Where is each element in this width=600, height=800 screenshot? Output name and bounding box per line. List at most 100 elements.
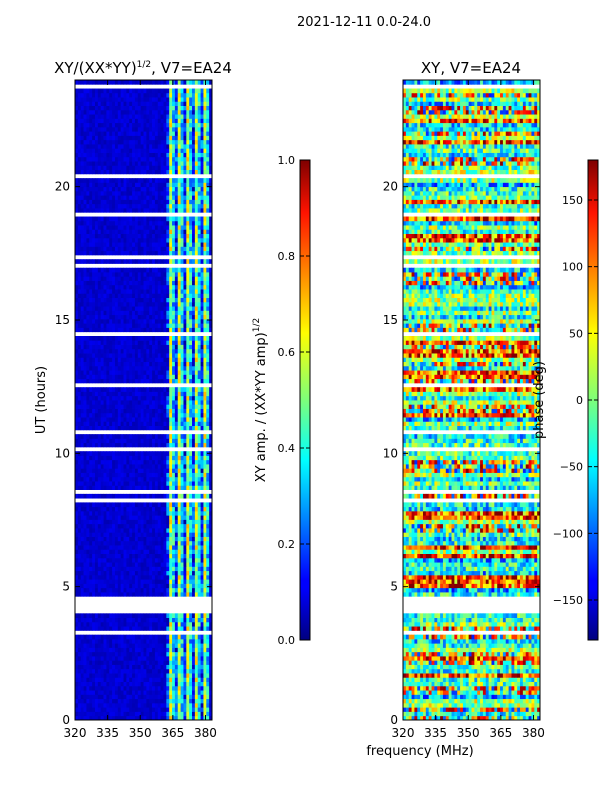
amplitude-heatmap-cell <box>100 502 104 508</box>
amplitude-heatmap-cell <box>166 280 170 286</box>
amplitude-heatmap-cell <box>209 242 212 247</box>
amplitude-heatmap-cell <box>129 493 133 499</box>
amplitude-heatmap-cell <box>134 314 139 320</box>
amplitude-heatmap-cell <box>123 472 127 478</box>
amplitude-heatmap-cell <box>166 353 170 358</box>
amplitude-heatmap-cell <box>106 404 110 409</box>
amplitude-heatmap-cell <box>117 250 122 256</box>
amplitude-heatmap-cell <box>89 545 93 550</box>
amplitude-heatmap-cell <box>112 289 116 294</box>
amplitude-heatmap-cell <box>174 318 179 324</box>
amplitude-heatmap-cell <box>103 698 107 704</box>
amplitude-heatmap-cell <box>126 289 130 294</box>
amplitude-heatmap-cell <box>137 476 142 482</box>
amplitude-heatmap-cell <box>114 404 119 409</box>
amplitude-heatmap-cell <box>177 314 182 320</box>
amplitude-heatmap-cell <box>160 425 164 431</box>
amplitude-heatmap-cell <box>140 643 144 648</box>
amplitude-heatmap-cell <box>75 485 79 490</box>
amplitude-heatmap-cell <box>203 340 207 345</box>
amplitude-heatmap-cell <box>120 365 124 371</box>
amplitude-heatmap-cell <box>97 297 102 303</box>
amplitude-heatmap-cell <box>169 340 173 345</box>
amplitude-heatmap-cell <box>180 361 184 367</box>
amplitude-heatmap-cell <box>152 566 156 572</box>
amplitude-heatmap-cell <box>126 651 130 657</box>
amplitude-heatmap-cell <box>100 250 104 256</box>
amplitude-heatmap-cell <box>200 361 204 367</box>
amplitude-heatmap-cell <box>154 502 159 508</box>
amplitude-heatmap-cell <box>100 557 104 563</box>
amplitude-heatmap-cell <box>192 707 196 712</box>
amplitude-heatmap-cell <box>172 400 176 405</box>
amplitude-heatmap-cell <box>77 391 82 397</box>
amplitude-heatmap-cell <box>129 656 133 661</box>
amplitude-heatmap-cell <box>152 651 156 657</box>
amplitude-heatmap-cell <box>77 370 82 375</box>
amplitude-heatmap-cell <box>103 233 107 239</box>
amplitude-heatmap-cell <box>180 464 184 469</box>
amplitude-heatmap-cell <box>109 318 113 324</box>
amplitude-heatmap-cell <box>206 677 210 682</box>
amplitude-heatmap-cell <box>140 540 144 546</box>
amplitude-heatmap-cell <box>183 481 187 486</box>
amplitude-heatmap-cell <box>86 476 90 482</box>
amplitude-heatmap-cell <box>143 284 147 290</box>
amplitude-heatmap-cell <box>140 284 144 290</box>
amplitude-heatmap-cell <box>200 711 204 717</box>
amplitude-heatmap-cell <box>152 715 156 720</box>
amplitude-heatmap-cell <box>123 272 127 277</box>
amplitude-heatmap-cell <box>100 562 104 567</box>
amplitude-heatmap-cell <box>94 306 99 311</box>
amplitude-heatmap-cell <box>83 412 87 418</box>
amplitude-heatmap-cell <box>109 425 113 431</box>
amplitude-heatmap-cell <box>114 250 119 256</box>
amplitude-heatmap-cell <box>112 421 116 426</box>
amplitude-heatmap-cell <box>166 557 170 563</box>
amplitude-heatmap-cell <box>174 515 179 520</box>
amplitude-heatmap-cell <box>92 438 96 444</box>
amplitude-heatmap-cell <box>209 549 212 554</box>
amplitude-heatmap-cell <box>160 464 164 469</box>
amplitude-heatmap-cell <box>132 284 136 290</box>
amplitude-heatmap-cell <box>109 472 113 478</box>
amplitude-heatmap-cell <box>200 323 204 328</box>
amplitude-heatmap-cell <box>149 523 153 529</box>
amplitude-heatmap-cell <box>189 357 193 362</box>
amplitude-heatmap-cell <box>174 613 179 618</box>
amplitude-heatmap-cell <box>177 617 182 623</box>
amplitude-heatmap-cell <box>137 626 142 631</box>
amplitude-heatmap-cell <box>129 664 133 670</box>
amplitude-heatmap-cell <box>140 438 144 444</box>
amplitude-heatmap-cell <box>80 651 84 657</box>
amplitude-heatmap-cell <box>92 715 96 720</box>
amplitude-heatmap-cell <box>157 301 162 307</box>
amplitude-heatmap-cell <box>200 395 204 401</box>
amplitude-heatmap-cell <box>160 225 164 230</box>
amplitude-heatmap-cell <box>194 353 199 358</box>
amplitude-heatmap-cell <box>203 523 207 529</box>
amplitude-heatmap-cell <box>114 553 119 559</box>
amplitude-heatmap-cell <box>97 587 102 593</box>
amplitude-heatmap-cell <box>172 340 176 345</box>
amplitude-heatmap-cell <box>132 677 136 682</box>
amplitude-heatmap-cell <box>86 293 90 298</box>
amplitude-heatmap-cell <box>149 451 153 456</box>
amplitude-heatmap-cell <box>183 643 187 648</box>
amplitude-heatmap-cell <box>134 395 139 401</box>
amplitude-heatmap-cell <box>94 272 99 277</box>
amplitude-heatmap-cell <box>177 685 182 691</box>
amplitude-heatmap-cell <box>174 707 179 712</box>
amplitude-heatmap-cell <box>174 715 179 720</box>
amplitude-heatmap-cell <box>189 643 193 648</box>
amplitude-heatmap-cell <box>112 353 116 358</box>
amplitude-heatmap-cell <box>106 442 110 448</box>
amplitude-heatmap-cell <box>157 455 162 461</box>
amplitude-heatmap-cell <box>177 404 182 409</box>
amplitude-heatmap-cell <box>129 574 133 580</box>
amplitude-heatmap-cell <box>166 677 170 682</box>
amplitude-heatmap-cell <box>120 519 124 525</box>
amplitude-heatmap-cell <box>209 421 212 426</box>
amplitude-heatmap-cell <box>177 434 182 439</box>
amplitude-heatmap-cell <box>132 476 136 482</box>
